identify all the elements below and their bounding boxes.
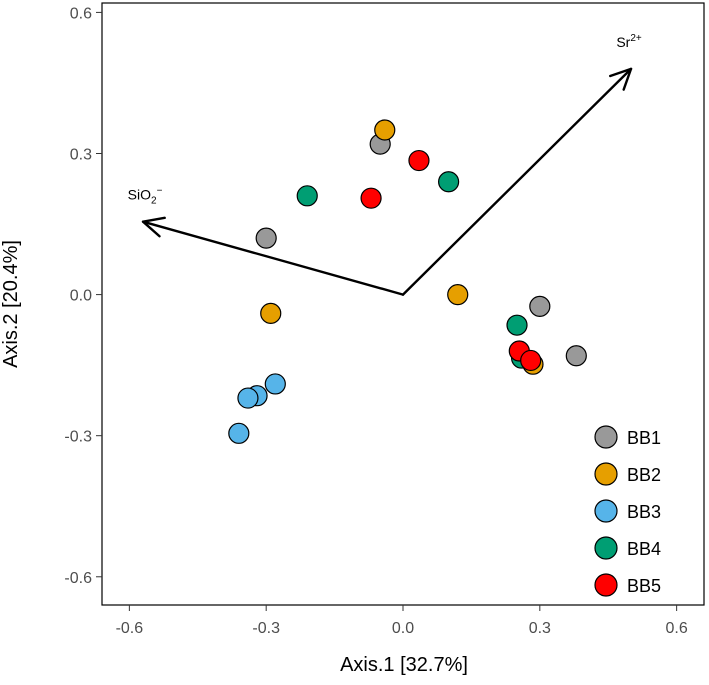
y-tick-label: 0.0 <box>70 288 92 305</box>
point-bb5 <box>520 349 542 372</box>
y-tick-label: -0.6 <box>64 570 92 587</box>
point-bb3 <box>228 422 250 444</box>
point-bb2 <box>374 119 396 141</box>
x-tick-label: 0.6 <box>666 620 688 637</box>
environmental-vectors: Sr2+ SiO2− <box>128 33 642 296</box>
vector-line-sr <box>401 67 633 296</box>
legend-label-bb5: BB5 <box>627 576 661 596</box>
point-bb2 <box>447 283 469 306</box>
legend-label-bb4: BB4 <box>627 539 661 559</box>
point-bb4 <box>506 314 528 336</box>
point-bb2 <box>260 302 282 325</box>
legend-label-bb3: BB3 <box>627 502 661 522</box>
data-points <box>228 119 587 444</box>
x-axis: -0.6 -0.3 0.0 0.3 0.6 <box>116 605 688 637</box>
legend: BB1 BB2 BB3 BB4 BB5 <box>594 425 661 597</box>
y-tick-label: 0.3 <box>70 147 92 164</box>
legend-label-bb2: BB2 <box>627 465 661 485</box>
x-tick-label: 0.0 <box>392 620 414 637</box>
point-bb1 <box>255 227 277 249</box>
legend-label-bb1: BB1 <box>627 428 661 448</box>
point-bb1 <box>529 295 551 317</box>
point-bb5 <box>360 187 382 209</box>
y-axis-title: Axis.2 [20.4%] <box>0 240 22 368</box>
point-bb3 <box>264 373 286 395</box>
point-bb1 <box>565 345 587 367</box>
legend-marker-bb1 <box>594 425 618 449</box>
legend-marker-bb3 <box>594 499 618 523</box>
x-tick-label: 0.3 <box>529 620 551 637</box>
point-bb4 <box>438 171 460 193</box>
x-tick-label: -0.3 <box>252 620 280 637</box>
vector-line-sio <box>141 220 405 296</box>
point-bb5 <box>408 149 430 172</box>
legend-marker-bb5 <box>594 573 618 597</box>
vector-label: Sr2+ <box>616 33 642 50</box>
y-tick-label: -0.3 <box>64 429 92 446</box>
x-tick-label: -0.6 <box>116 620 144 637</box>
x-axis-title: Axis.1 [32.7%] <box>340 654 468 676</box>
vector-label: SiO2− <box>128 186 163 207</box>
legend-marker-bb2 <box>594 462 618 486</box>
vector-arrowhead <box>609 67 633 91</box>
vector-arrowhead <box>141 216 166 238</box>
y-axis: -0.6 -0.3 0.0 0.3 0.6 <box>64 5 102 587</box>
y-tick-label: 0.6 <box>70 5 92 22</box>
point-bb4 <box>296 185 318 207</box>
point-bb3 <box>237 387 259 409</box>
legend-marker-bb4 <box>594 536 618 560</box>
